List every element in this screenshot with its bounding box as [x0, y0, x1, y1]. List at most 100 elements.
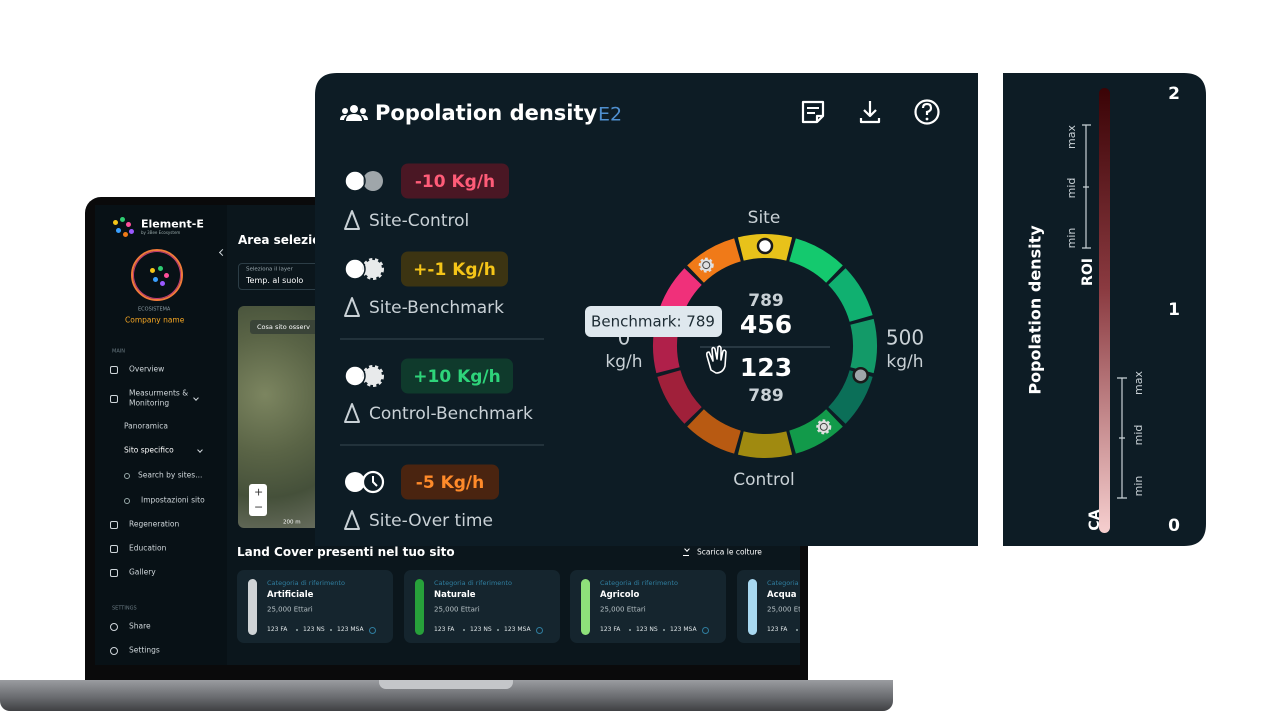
help-icon[interactable]: [925, 117, 929, 121]
toggle-dot[interactable]: [345, 259, 365, 279]
help-icon[interactable]: [914, 99, 940, 125]
nav-icon[interactable]: [124, 473, 130, 479]
gauge-marker: [852, 366, 869, 384]
card-category: Categoria di riferimento: [767, 578, 845, 587]
map-popup-text: Cosa sito osserv: [257, 322, 311, 331]
nav-item[interactable]: Gallery: [129, 567, 156, 577]
nav-icon[interactable]: [110, 623, 118, 631]
gauge-control-value: 123: [740, 353, 792, 382]
notes-icon[interactable]: [807, 107, 819, 114]
land-cover-card[interactable]: [737, 570, 800, 643]
gauge-segment: [687, 238, 741, 283]
card-metric: 123 FA: [434, 626, 455, 633]
gauge-max: 500: [886, 326, 924, 350]
card-color-bar: [415, 579, 424, 635]
comparison-toggle[interactable]: [344, 365, 384, 387]
card-metric: 123 NS: [636, 626, 658, 633]
nav-icon[interactable]: [110, 545, 118, 553]
nav-icon[interactable]: [110, 569, 118, 577]
gauge-marker: [703, 262, 710, 269]
toggle-dot[interactable]: [362, 365, 384, 387]
download-icon[interactable]: [683, 548, 689, 556]
download-button[interactable]: [859, 101, 881, 124]
notes-icon[interactable]: [801, 100, 825, 124]
nav-icon[interactable]: [110, 366, 118, 374]
land-cover-card[interactable]: [404, 570, 560, 643]
nav-item[interactable]: Measurments & Monitoring: [129, 388, 189, 407]
scale-title: Popolation density: [1026, 225, 1045, 395]
card-metric: 123 FA: [767, 626, 788, 633]
panel-title: Popolation density: [375, 101, 598, 125]
comparison-label: Site-Benchmark: [369, 298, 504, 318]
comparison-label: Control-Benchmark: [369, 404, 533, 424]
metric-separator: [463, 629, 465, 631]
toggle-dot[interactable]: [345, 472, 365, 492]
nav-icon[interactable]: [110, 395, 118, 403]
comparison-toggle[interactable]: [345, 470, 385, 494]
card-info-icon[interactable]: [369, 627, 376, 634]
card-name: Acqua: [767, 589, 797, 600]
zoom-out[interactable]: −: [254, 500, 264, 514]
land-cover-card[interactable]: [570, 570, 726, 643]
card-category: Categoria di riferimento: [600, 578, 678, 587]
cursor-hand: [705, 345, 727, 374]
nav-item[interactable]: Education: [129, 543, 167, 553]
land-cover-card[interactable]: [237, 570, 393, 643]
gauge-tooltip-text: Benchmark: 789: [591, 313, 715, 331]
metric-separator: [629, 629, 631, 631]
toggle-dot[interactable]: [363, 171, 383, 191]
gauge-segment: [828, 370, 873, 424]
nav-item[interactable]: Panoramica: [124, 421, 168, 431]
download-link[interactable]: Scarica le colture: [697, 547, 762, 557]
gauge-site-value: 456: [740, 310, 792, 339]
nav-item[interactable]: Share: [129, 621, 151, 631]
comparison-label: Site-Over time: [369, 511, 493, 531]
card-metric: 123 NS: [303, 626, 325, 633]
nav-item[interactable]: Search by sites...: [138, 470, 203, 480]
card-color-bar: [581, 579, 590, 635]
org-logo-dot: [153, 277, 158, 282]
bracket-label: max: [1132, 371, 1145, 395]
card-info-icon[interactable]: [536, 627, 543, 634]
gauge-segment: [850, 318, 877, 374]
card-info-icon[interactable]: [702, 627, 709, 634]
nav-icon[interactable]: [110, 521, 118, 529]
nav-item[interactable]: Settings: [129, 645, 160, 655]
toggle-dot[interactable]: [345, 366, 365, 386]
nav-item[interactable]: Sito specifico: [124, 445, 174, 455]
zoom-in[interactable]: +: [254, 485, 264, 499]
nav-item[interactable]: Overview: [129, 364, 165, 374]
toggle-dot[interactable]: [345, 171, 365, 191]
card-metric: 123 MSA: [670, 626, 697, 633]
nav-item[interactable]: Impostazioni sito: [141, 495, 205, 505]
help-icon[interactable]: [921, 102, 933, 115]
nav-icon[interactable]: [124, 498, 130, 504]
delta-value: -10 Kg/h: [415, 172, 495, 192]
delta-badge: [401, 358, 513, 394]
nav-icon[interactable]: [110, 647, 118, 655]
toggle-clock-hands[interactable]: [372, 476, 378, 487]
upper-bracket: [1082, 124, 1091, 249]
toggle-outline[interactable]: [344, 170, 366, 192]
nav-item[interactable]: Regeneration: [129, 519, 180, 529]
card-area: 25,000 Ettari: [767, 605, 813, 614]
scale-tick-label: 1: [1168, 300, 1180, 320]
toggle-dot[interactable]: [362, 258, 384, 280]
gauge-min-unit: kg/h: [605, 352, 642, 372]
map-scale: 200 m: [283, 519, 301, 526]
metric-separator: [663, 629, 665, 631]
scale-bar: [1099, 88, 1110, 533]
comparison-toggle[interactable]: [344, 258, 384, 280]
toggle-outline[interactable]: [344, 258, 366, 280]
notes-button[interactable]: [801, 100, 825, 124]
layer-value: Temp. al suolo: [246, 276, 304, 285]
zoom-box[interactable]: [249, 484, 267, 516]
logo-dot: [123, 232, 128, 237]
help-button[interactable]: [914, 99, 940, 125]
comparison-toggle[interactable]: [344, 170, 383, 192]
card-area: 25,000 Ettari: [434, 605, 480, 614]
gauge-marker: [820, 423, 827, 430]
toggle-outline[interactable]: [344, 365, 366, 387]
metric-separator: [796, 629, 798, 631]
